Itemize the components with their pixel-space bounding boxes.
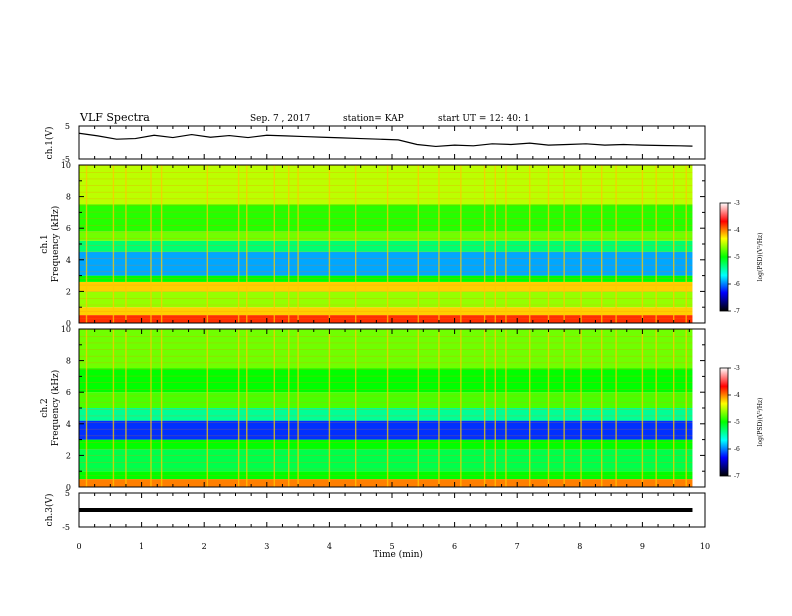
colorbar-ticks: -3 -4 -5 -6 -7 -3 -4 -5 -6 -7 [728,200,740,480]
y-tick-label: 2 [66,287,71,296]
y-tick-label: 8 [66,357,71,366]
colorbar-tick-label: -6 [734,446,740,453]
x-tick-label: 9 [640,542,645,551]
y-tick-label: -5 [62,523,70,532]
y-tick-label: 5 [65,489,70,498]
spectrogram-band [79,392,693,408]
y-tick-label: 4 [66,256,71,265]
spectrogram-band [79,231,693,241]
spectrogram-band [79,204,693,232]
x-tick-label: 2 [202,542,207,551]
spec1-channel-label: ch.1 [40,234,50,253]
spec1-ylabel: Frequency (kHz) [50,206,61,283]
axis-ticks [78,126,706,527]
no-data-region [692,165,705,323]
y-tick-label: 10 [61,161,71,170]
ch1-ylabel: ch.1(V) [44,127,55,160]
spectrogram-band [79,479,693,487]
y-tick-label: 5 [65,122,70,131]
spectrogram-band [79,329,693,369]
ch3-ylabel: ch.3(V) [44,494,55,527]
y-tick-label: 4 [66,420,71,429]
spectrogram-band [79,275,693,282]
x-tick-label: 0 [76,542,81,551]
x-tick-label: 10 [700,542,710,551]
x-axis-label: Time (min) [373,549,423,560]
spectrogram-band [79,165,693,205]
spectrogram-band [79,281,693,292]
y-tick-label: 8 [66,193,71,202]
spectrogram-band [79,439,693,450]
figure-title: VLF Spectra [79,111,150,124]
ch1-spectrogram-image [79,165,705,323]
spectrogram-band [79,408,693,421]
spectrogram-band [79,251,693,276]
colorbar-tick-label: -5 [734,254,740,261]
colorbar-tick-label: -4 [734,392,740,399]
colorbar-tick-label: -3 [734,365,740,372]
spectrogram-band [79,449,693,472]
y-tick-label: 0 [66,319,71,328]
spectrogram-band [79,368,693,393]
ch2-spectrogram-image [79,329,705,487]
colorbar-1-label: log(PSD)(V²/Hz) [757,233,764,282]
start-time-label: start UT = 12: 40: 1 [438,114,530,124]
x-tick-label: 7 [515,542,520,551]
colorbar-2-label: log(PSD)(V²/Hz) [757,398,764,447]
y-tick-label: 6 [66,224,71,233]
date-label: Sep. 7 , 2017 [250,114,310,124]
x-tick-label: 3 [264,542,269,551]
colorbar-2 [719,367,729,477]
y-tick-label: 6 [66,388,71,397]
y-tick-label: 2 [66,451,71,460]
x-tick-label: 4 [327,542,332,551]
x-tick-label: 1 [139,542,144,551]
spectrogram-band [79,471,693,480]
spec2-channel-label: ch.2 [40,398,50,417]
no-data-region [692,329,705,487]
colorbar-tick-label: -4 [734,227,740,234]
spectrogram-band [79,315,693,323]
spectrogram-band [79,307,693,316]
station-label: station= KAP [343,114,404,124]
y-tick-label: 10 [61,325,71,334]
spectrogram-band [79,291,693,308]
colorbar-tick-label: -5 [734,419,740,426]
colorbar-1 [719,202,729,312]
y-tick-label: -5 [62,155,70,164]
spectrogram-band [79,420,693,440]
spec2-ylabel: Frequency (kHz) [50,370,61,447]
ch1-waveform-line [78,132,693,148]
x-tick-label: 5 [389,542,394,551]
y-tick-label: 0 [66,483,71,492]
colorbar-tick-label: -6 [734,281,740,288]
colorbar-tick-label: -3 [734,200,740,207]
colorbar-tick-label: -7 [734,473,740,480]
x-tick-label: 6 [452,542,457,551]
x-tick-label: 8 [577,542,582,551]
colorbar-tick-label: -7 [734,308,740,315]
spectrogram-band [79,240,693,252]
